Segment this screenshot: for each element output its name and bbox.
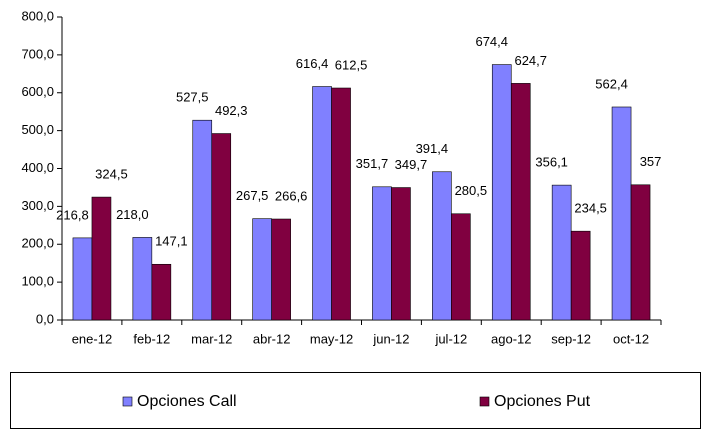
bar xyxy=(151,263,172,321)
value-label: 612,5 xyxy=(335,57,368,72)
value-label: 674,4 xyxy=(475,34,508,49)
y-tick-label: 100,0 xyxy=(21,274,54,289)
y-tick-label: 700,0 xyxy=(21,46,54,61)
value-label: 266,6 xyxy=(275,188,308,203)
x-tick-label: ago-12 xyxy=(491,331,531,346)
bar xyxy=(211,133,232,321)
bar xyxy=(91,196,112,321)
value-label: 234,5 xyxy=(574,201,607,216)
legend-swatch xyxy=(122,396,133,407)
x-tick-label: jul-12 xyxy=(434,331,467,346)
x-tick-label: sep-12 xyxy=(551,331,591,346)
bar xyxy=(432,171,452,321)
y-tick-label: 600,0 xyxy=(21,84,54,99)
value-label: 357 xyxy=(640,154,662,169)
x-tick-label: may-12 xyxy=(310,331,353,346)
x-tick-label: ene-12 xyxy=(72,331,112,346)
bar xyxy=(510,83,531,321)
value-label: 280,5 xyxy=(455,183,488,198)
value-label: 216,8 xyxy=(56,207,89,222)
value-label: 324,5 xyxy=(95,167,128,182)
y-tick-label: 500,0 xyxy=(21,122,54,137)
bar xyxy=(451,213,471,321)
value-label: 391,4 xyxy=(416,141,449,156)
value-label: 218,0 xyxy=(116,207,149,222)
bar xyxy=(72,237,93,321)
bar xyxy=(570,230,591,321)
x-tick-label: mar-12 xyxy=(191,331,232,346)
value-label: 562,4 xyxy=(595,76,628,91)
bar xyxy=(491,64,512,321)
value-label: 267,5 xyxy=(236,188,269,203)
value-label: 624,7 xyxy=(514,53,547,68)
bar xyxy=(312,86,332,321)
y-tick-label: 200,0 xyxy=(21,236,54,251)
bar xyxy=(252,218,272,321)
legend-label: Opciones Call xyxy=(137,393,237,410)
value-label: 492,3 xyxy=(215,103,248,118)
x-tick-label: oct-12 xyxy=(613,331,649,346)
value-label: 356,1 xyxy=(535,155,568,170)
value-label: 616,4 xyxy=(296,56,329,71)
bar xyxy=(192,119,213,321)
value-label: 349,7 xyxy=(395,157,428,172)
legend-label: Opciones Put xyxy=(494,393,591,410)
value-label: 351,7 xyxy=(356,156,389,171)
bar xyxy=(551,184,572,321)
x-tick-label: jun-12 xyxy=(372,331,409,346)
legend-box xyxy=(10,372,701,429)
bar xyxy=(132,237,153,321)
y-tick-label: 300,0 xyxy=(21,198,54,213)
y-tick-label: 0,0 xyxy=(36,311,54,326)
x-tick-label: feb-12 xyxy=(133,331,170,346)
bar xyxy=(630,184,651,321)
bar xyxy=(372,186,392,321)
bar xyxy=(331,87,351,321)
x-tick-label: abr-12 xyxy=(253,331,291,346)
bar xyxy=(271,218,291,321)
bar xyxy=(611,106,632,321)
y-tick-label: 800,0 xyxy=(21,8,54,23)
y-tick-label: 400,0 xyxy=(21,160,54,175)
value-label: 147,1 xyxy=(155,234,188,249)
value-label: 527,5 xyxy=(176,90,209,105)
legend-swatch xyxy=(479,396,490,407)
bar xyxy=(391,187,411,321)
